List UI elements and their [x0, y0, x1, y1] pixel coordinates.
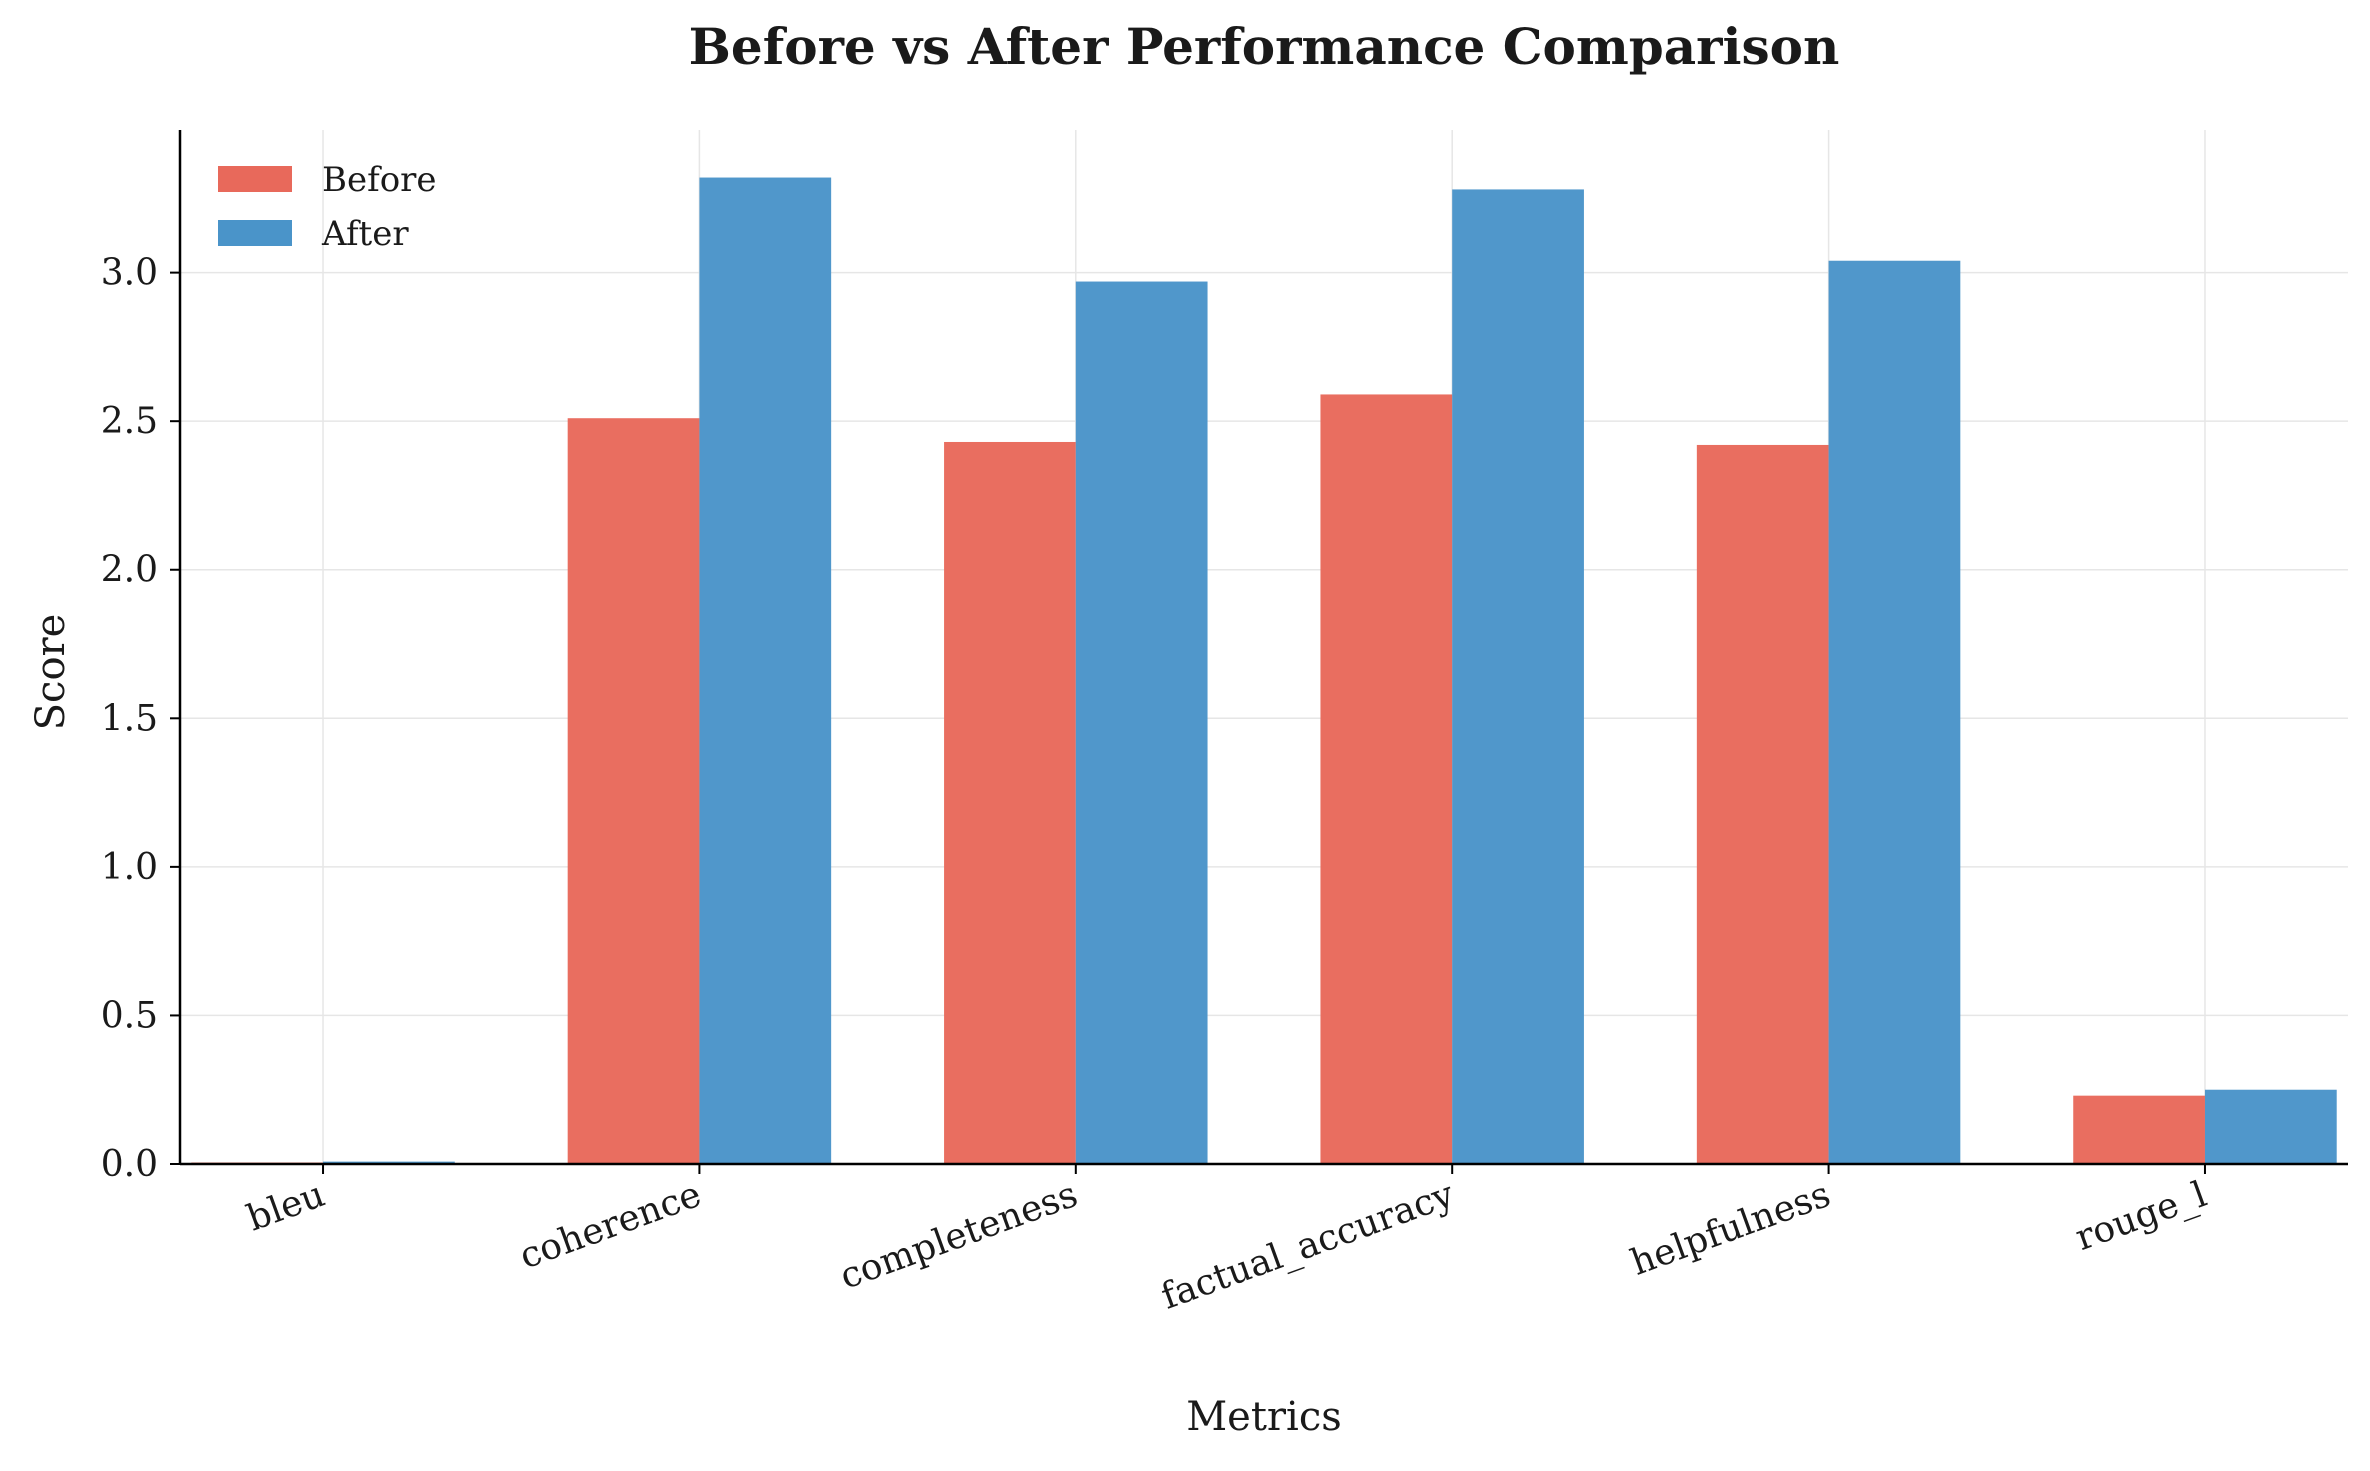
legend-swatch-after — [218, 220, 292, 246]
bar-after-coherence — [699, 177, 832, 1165]
y-tick-label: 3.0 — [101, 253, 158, 294]
bar-before-coherence — [567, 418, 700, 1164]
bar-before-factual_accuracy — [1320, 394, 1453, 1165]
y-tick-label: 1.5 — [101, 698, 158, 739]
x-tick-label-factual_accuracy: factual_accuracy — [1156, 1174, 1460, 1318]
legend-swatch-before — [218, 166, 292, 192]
bar-after-factual_accuracy — [1452, 189, 1584, 1164]
chart-title: Before vs After Performance Comparison — [689, 17, 1840, 76]
bar-after-rouge_l — [2204, 1089, 2337, 1164]
legend: Before After — [218, 160, 437, 254]
y-tick-label: 0.5 — [101, 995, 158, 1036]
x-tick-label-helpfulness: helpfulness — [1626, 1174, 1836, 1284]
legend-label-after: After — [321, 214, 409, 254]
bar-before-helpfulness — [1696, 444, 1829, 1165]
x-tick-label-coherence: coherence — [514, 1174, 706, 1277]
y-tick-label: 2.5 — [101, 401, 158, 442]
x-tick-label-rouge_l: rouge_l — [2070, 1174, 2212, 1259]
bar-after-helpfulness — [1828, 260, 1961, 1165]
bar-layer — [191, 177, 2337, 1165]
y-tick-label: 0.0 — [101, 1144, 158, 1185]
bar-before-completeness — [944, 441, 1076, 1164]
x-axis-label: Metrics — [1186, 1394, 1342, 1440]
y-tick-label: 1.0 — [101, 847, 158, 888]
grid-layer — [180, 130, 2348, 1165]
bar-after-completeness — [1075, 281, 1208, 1164]
y-tick-label: 2.0 — [101, 550, 158, 591]
x-tick-label-completeness: completeness — [835, 1174, 1083, 1298]
x-tick-label-bleu: bleu — [242, 1174, 330, 1240]
axis-layer: 0.0 0.5 1.0 1.5 2.0 2.5 3.0 bleu coherence comple… — [101, 130, 2348, 1318]
y-axis-label: Score — [28, 614, 74, 731]
legend-label-before: Before — [322, 160, 437, 200]
bar-before-rouge_l — [2073, 1095, 2205, 1164]
